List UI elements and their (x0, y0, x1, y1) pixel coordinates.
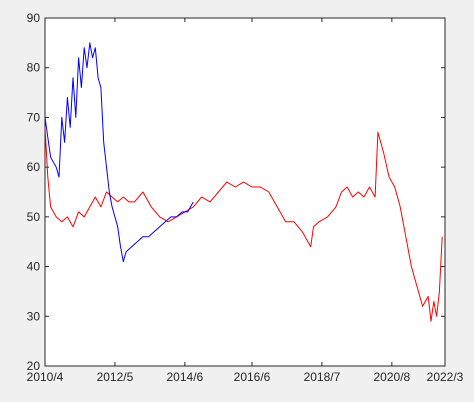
series-line-2 (44, 42, 194, 263)
y-tick-label: 80 (27, 61, 41, 75)
series-line-1 (44, 127, 443, 322)
x-axis: 2010/4 2012/5 2014/6 2016/6 2018/7 2020/8 2022… (27, 18, 464, 384)
y-tick-label: 60 (27, 160, 41, 174)
series-group (44, 42, 443, 322)
x-tick-label: 2014/6 (167, 370, 204, 384)
y-tick-label: 70 (27, 110, 41, 124)
y-tick-label: 30 (27, 309, 41, 323)
y-tick-label: 20 (27, 359, 41, 373)
x-tick-label: 2016/6 (234, 370, 271, 384)
y-tick-label: 40 (27, 260, 41, 274)
y-tick-label: 90 (27, 11, 41, 25)
x-tick-label: 2020/8 (374, 370, 411, 384)
x-tick-label: 2012/5 (97, 370, 134, 384)
x-tick-label: 2010/4 (27, 370, 64, 384)
x-tick-label: 2018/7 (304, 370, 341, 384)
plot-area (44, 17, 446, 367)
x-tick-label: 2022/3 (427, 370, 464, 384)
y-tick-label: 50 (27, 210, 41, 224)
y-axis: 20 30 40 50 60 70 80 90 (27, 11, 445, 373)
